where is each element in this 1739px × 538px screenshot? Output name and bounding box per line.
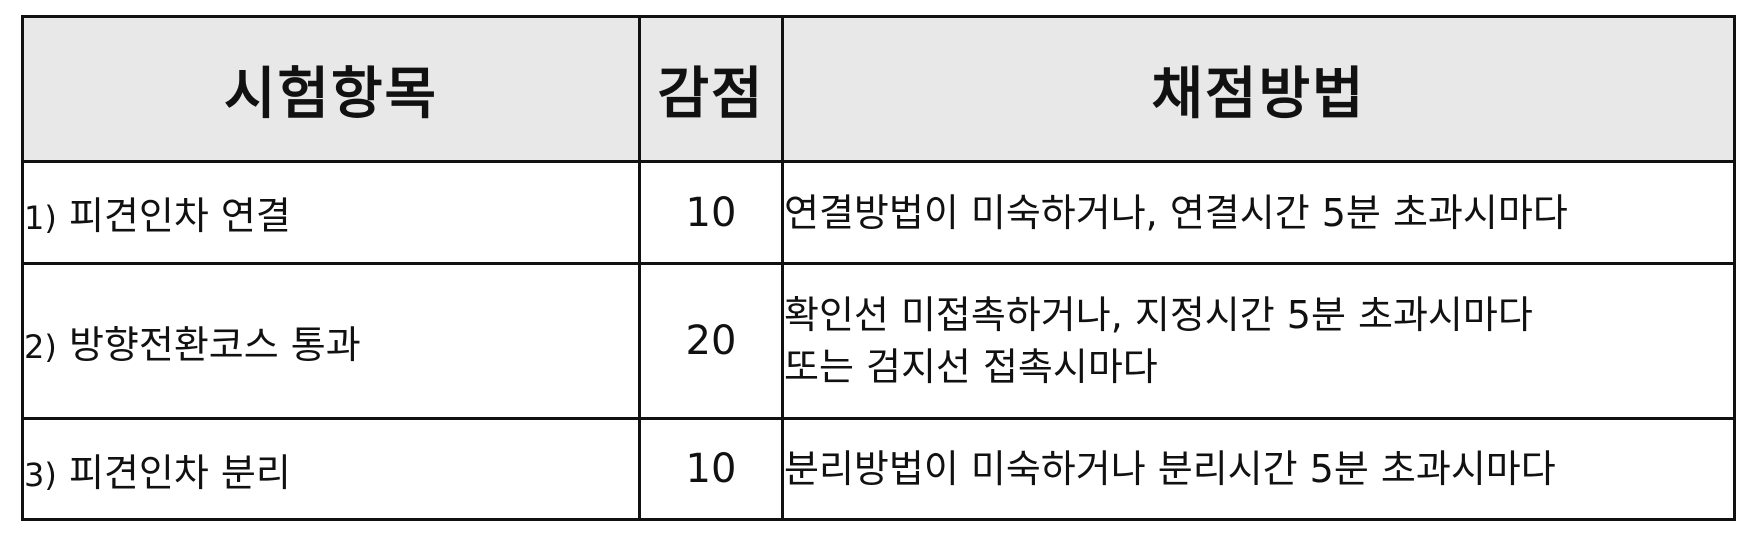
test-item-cell: 1) 피견인차 연결 [21,160,641,265]
scoring-method-cell: 분리방법이 미숙하거나 분리시간 5분 초과시마다 [781,417,1736,521]
scoring-table: 시험항목 감점 채점방법 1) 피견인차 연결 10 연결방법이 미숙하거나, … [21,15,1736,521]
header-row: 시험항목 감점 채점방법 [21,15,1736,163]
method-line: 분리방법이 미숙하거나 분리시간 5분 초과시마다 [784,447,1556,491]
item-label: 피견인차 분리 [68,450,291,495]
item-number: 3) [24,455,57,494]
item-number: 2) [24,327,57,366]
deduction-points: 10 [638,417,784,521]
method-line: 또는 검지선 접촉시마다 [784,345,1158,389]
scoring-method-cell: 확인선 미접촉하거나, 지정시간 5분 초과시마다 또는 검지선 접촉시마다 [781,262,1736,420]
header-scoring-method: 채점방법 [781,15,1736,163]
scoring-method-cell: 연결방법이 미숙하거나, 연결시간 5분 초과시마다 [781,160,1736,265]
deduction-points: 10 [638,160,784,265]
header-deduction: 감점 [638,15,784,163]
method-line: 확인선 미접촉하거나, 지정시간 5분 초과시마다 [784,293,1533,337]
table-row: 2) 방향전환코스 통과 20 확인선 미접촉하거나, 지정시간 5분 초과시마… [21,262,1736,420]
table-row: 3) 피견인차 분리 10 분리방법이 미숙하거나 분리시간 5분 초과시마다 [21,417,1736,521]
method-line: 연결방법이 미숙하거나, 연결시간 5분 초과시마다 [784,190,1568,235]
test-item-cell: 3) 피견인차 분리 [21,417,641,521]
deduction-points: 20 [638,262,784,420]
header-test-item: 시험항목 [21,15,641,163]
item-number: 1) [24,199,57,237]
test-item-cell: 2) 방향전환코스 통과 [21,262,641,420]
table-row: 1) 피견인차 연결 10 연결방법이 미숙하거나, 연결시간 5분 초과시마다 [21,160,1736,265]
item-label: 방향전환코스 통과 [68,322,361,367]
item-label: 피견인차 연결 [68,194,291,238]
